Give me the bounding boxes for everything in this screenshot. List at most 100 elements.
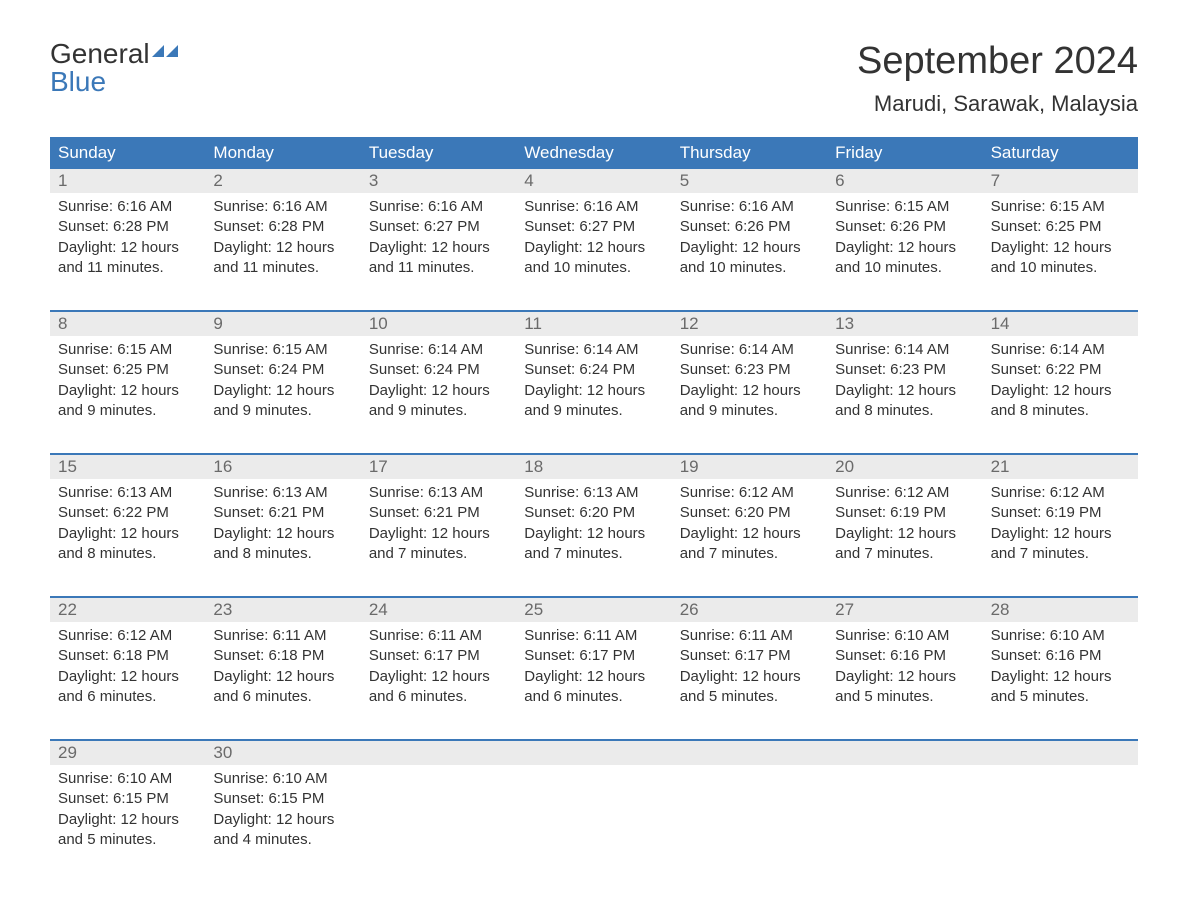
sunset-text: Sunset: 6:18 PM (58, 646, 197, 666)
empty-day-number (361, 741, 516, 765)
day-cell: 7Sunrise: 6:15 AMSunset: 6:25 PMDaylight… (983, 169, 1138, 282)
day-content: Sunrise: 6:10 AMSunset: 6:16 PMDaylight:… (983, 622, 1138, 711)
day-header-mon: Monday (205, 137, 360, 169)
day-header-fri: Friday (827, 137, 982, 169)
logo-text-blue: Blue (50, 66, 106, 97)
month-title: September 2024 (857, 40, 1138, 83)
day-cell (827, 741, 982, 854)
day-cell: 13Sunrise: 6:14 AMSunset: 6:23 PMDayligh… (827, 312, 982, 425)
sunrise-text: Sunrise: 6:14 AM (991, 340, 1130, 360)
sunset-text: Sunset: 6:15 PM (213, 789, 352, 809)
day-number: 5 (672, 169, 827, 193)
sunset-text: Sunset: 6:19 PM (835, 503, 974, 523)
day-cell: 24Sunrise: 6:11 AMSunset: 6:17 PMDayligh… (361, 598, 516, 711)
day-cell (983, 741, 1138, 854)
sunset-text: Sunset: 6:17 PM (369, 646, 508, 666)
day-number: 16 (205, 455, 360, 479)
day-content: Sunrise: 6:14 AMSunset: 6:22 PMDaylight:… (983, 336, 1138, 425)
day-number: 17 (361, 455, 516, 479)
day-cell (672, 741, 827, 854)
daylight-text: Daylight: 12 hours and 11 minutes. (213, 238, 352, 279)
logo: General Blue (50, 40, 180, 96)
daylight-text: Daylight: 12 hours and 6 minutes. (58, 667, 197, 708)
sunset-text: Sunset: 6:21 PM (369, 503, 508, 523)
sunrise-text: Sunrise: 6:12 AM (835, 483, 974, 503)
day-number: 30 (205, 741, 360, 765)
day-cell: 23Sunrise: 6:11 AMSunset: 6:18 PMDayligh… (205, 598, 360, 711)
daylight-text: Daylight: 12 hours and 6 minutes. (369, 667, 508, 708)
day-number: 1 (50, 169, 205, 193)
sunset-text: Sunset: 6:24 PM (369, 360, 508, 380)
day-cell: 12Sunrise: 6:14 AMSunset: 6:23 PMDayligh… (672, 312, 827, 425)
day-number: 2 (205, 169, 360, 193)
daylight-text: Daylight: 12 hours and 5 minutes. (835, 667, 974, 708)
daylight-text: Daylight: 12 hours and 8 minutes. (213, 524, 352, 565)
daylight-text: Daylight: 12 hours and 8 minutes. (991, 381, 1130, 422)
sunrise-text: Sunrise: 6:16 AM (524, 197, 663, 217)
sunset-text: Sunset: 6:17 PM (680, 646, 819, 666)
day-number: 10 (361, 312, 516, 336)
day-cell: 27Sunrise: 6:10 AMSunset: 6:16 PMDayligh… (827, 598, 982, 711)
day-content: Sunrise: 6:15 AMSunset: 6:24 PMDaylight:… (205, 336, 360, 425)
sunset-text: Sunset: 6:26 PM (680, 217, 819, 237)
empty-day-number (827, 741, 982, 765)
day-cell: 25Sunrise: 6:11 AMSunset: 6:17 PMDayligh… (516, 598, 671, 711)
sunset-text: Sunset: 6:24 PM (213, 360, 352, 380)
day-number: 13 (827, 312, 982, 336)
day-cell: 17Sunrise: 6:13 AMSunset: 6:21 PMDayligh… (361, 455, 516, 568)
sunrise-text: Sunrise: 6:13 AM (213, 483, 352, 503)
day-cell: 4Sunrise: 6:16 AMSunset: 6:27 PMDaylight… (516, 169, 671, 282)
sunset-text: Sunset: 6:19 PM (991, 503, 1130, 523)
day-number: 27 (827, 598, 982, 622)
sunrise-text: Sunrise: 6:15 AM (835, 197, 974, 217)
daylight-text: Daylight: 12 hours and 9 minutes. (213, 381, 352, 422)
daylight-text: Daylight: 12 hours and 7 minutes. (369, 524, 508, 565)
day-cell: 20Sunrise: 6:12 AMSunset: 6:19 PMDayligh… (827, 455, 982, 568)
day-header-sat: Saturday (983, 137, 1138, 169)
day-cell (516, 741, 671, 854)
day-number: 7 (983, 169, 1138, 193)
day-content: Sunrise: 6:11 AMSunset: 6:17 PMDaylight:… (672, 622, 827, 711)
daylight-text: Daylight: 12 hours and 7 minutes. (991, 524, 1130, 565)
day-cell: 28Sunrise: 6:10 AMSunset: 6:16 PMDayligh… (983, 598, 1138, 711)
daylight-text: Daylight: 12 hours and 9 minutes. (58, 381, 197, 422)
sunset-text: Sunset: 6:22 PM (991, 360, 1130, 380)
daylight-text: Daylight: 12 hours and 10 minutes. (680, 238, 819, 279)
day-cell: 9Sunrise: 6:15 AMSunset: 6:24 PMDaylight… (205, 312, 360, 425)
sunrise-text: Sunrise: 6:11 AM (680, 626, 819, 646)
day-cell: 1Sunrise: 6:16 AMSunset: 6:28 PMDaylight… (50, 169, 205, 282)
sunset-text: Sunset: 6:25 PM (58, 360, 197, 380)
day-cell (361, 741, 516, 854)
day-cell: 5Sunrise: 6:16 AMSunset: 6:26 PMDaylight… (672, 169, 827, 282)
daylight-text: Daylight: 12 hours and 4 minutes. (213, 810, 352, 851)
sunset-text: Sunset: 6:16 PM (991, 646, 1130, 666)
week-row: 29Sunrise: 6:10 AMSunset: 6:15 PMDayligh… (50, 739, 1138, 854)
day-cell: 11Sunrise: 6:14 AMSunset: 6:24 PMDayligh… (516, 312, 671, 425)
day-cell: 19Sunrise: 6:12 AMSunset: 6:20 PMDayligh… (672, 455, 827, 568)
sunrise-text: Sunrise: 6:16 AM (213, 197, 352, 217)
day-content: Sunrise: 6:12 AMSunset: 6:18 PMDaylight:… (50, 622, 205, 711)
daylight-text: Daylight: 12 hours and 10 minutes. (524, 238, 663, 279)
sunset-text: Sunset: 6:21 PM (213, 503, 352, 523)
sunrise-text: Sunrise: 6:16 AM (369, 197, 508, 217)
calendar: Sunday Monday Tuesday Wednesday Thursday… (50, 137, 1138, 854)
day-cell: 6Sunrise: 6:15 AMSunset: 6:26 PMDaylight… (827, 169, 982, 282)
sunrise-text: Sunrise: 6:11 AM (524, 626, 663, 646)
day-content: Sunrise: 6:15 AMSunset: 6:25 PMDaylight:… (983, 193, 1138, 282)
sunrise-text: Sunrise: 6:14 AM (369, 340, 508, 360)
sunrise-text: Sunrise: 6:10 AM (991, 626, 1130, 646)
sunrise-text: Sunrise: 6:15 AM (213, 340, 352, 360)
day-header-tue: Tuesday (361, 137, 516, 169)
sunrise-text: Sunrise: 6:12 AM (58, 626, 197, 646)
day-header-wed: Wednesday (516, 137, 671, 169)
day-number: 3 (361, 169, 516, 193)
day-content: Sunrise: 6:13 AMSunset: 6:22 PMDaylight:… (50, 479, 205, 568)
day-content: Sunrise: 6:12 AMSunset: 6:19 PMDaylight:… (827, 479, 982, 568)
sunset-text: Sunset: 6:17 PM (524, 646, 663, 666)
day-number: 11 (516, 312, 671, 336)
day-cell: 18Sunrise: 6:13 AMSunset: 6:20 PMDayligh… (516, 455, 671, 568)
daylight-text: Daylight: 12 hours and 11 minutes. (58, 238, 197, 279)
day-header-sun: Sunday (50, 137, 205, 169)
day-content: Sunrise: 6:14 AMSunset: 6:23 PMDaylight:… (827, 336, 982, 425)
day-content: Sunrise: 6:16 AMSunset: 6:28 PMDaylight:… (205, 193, 360, 282)
